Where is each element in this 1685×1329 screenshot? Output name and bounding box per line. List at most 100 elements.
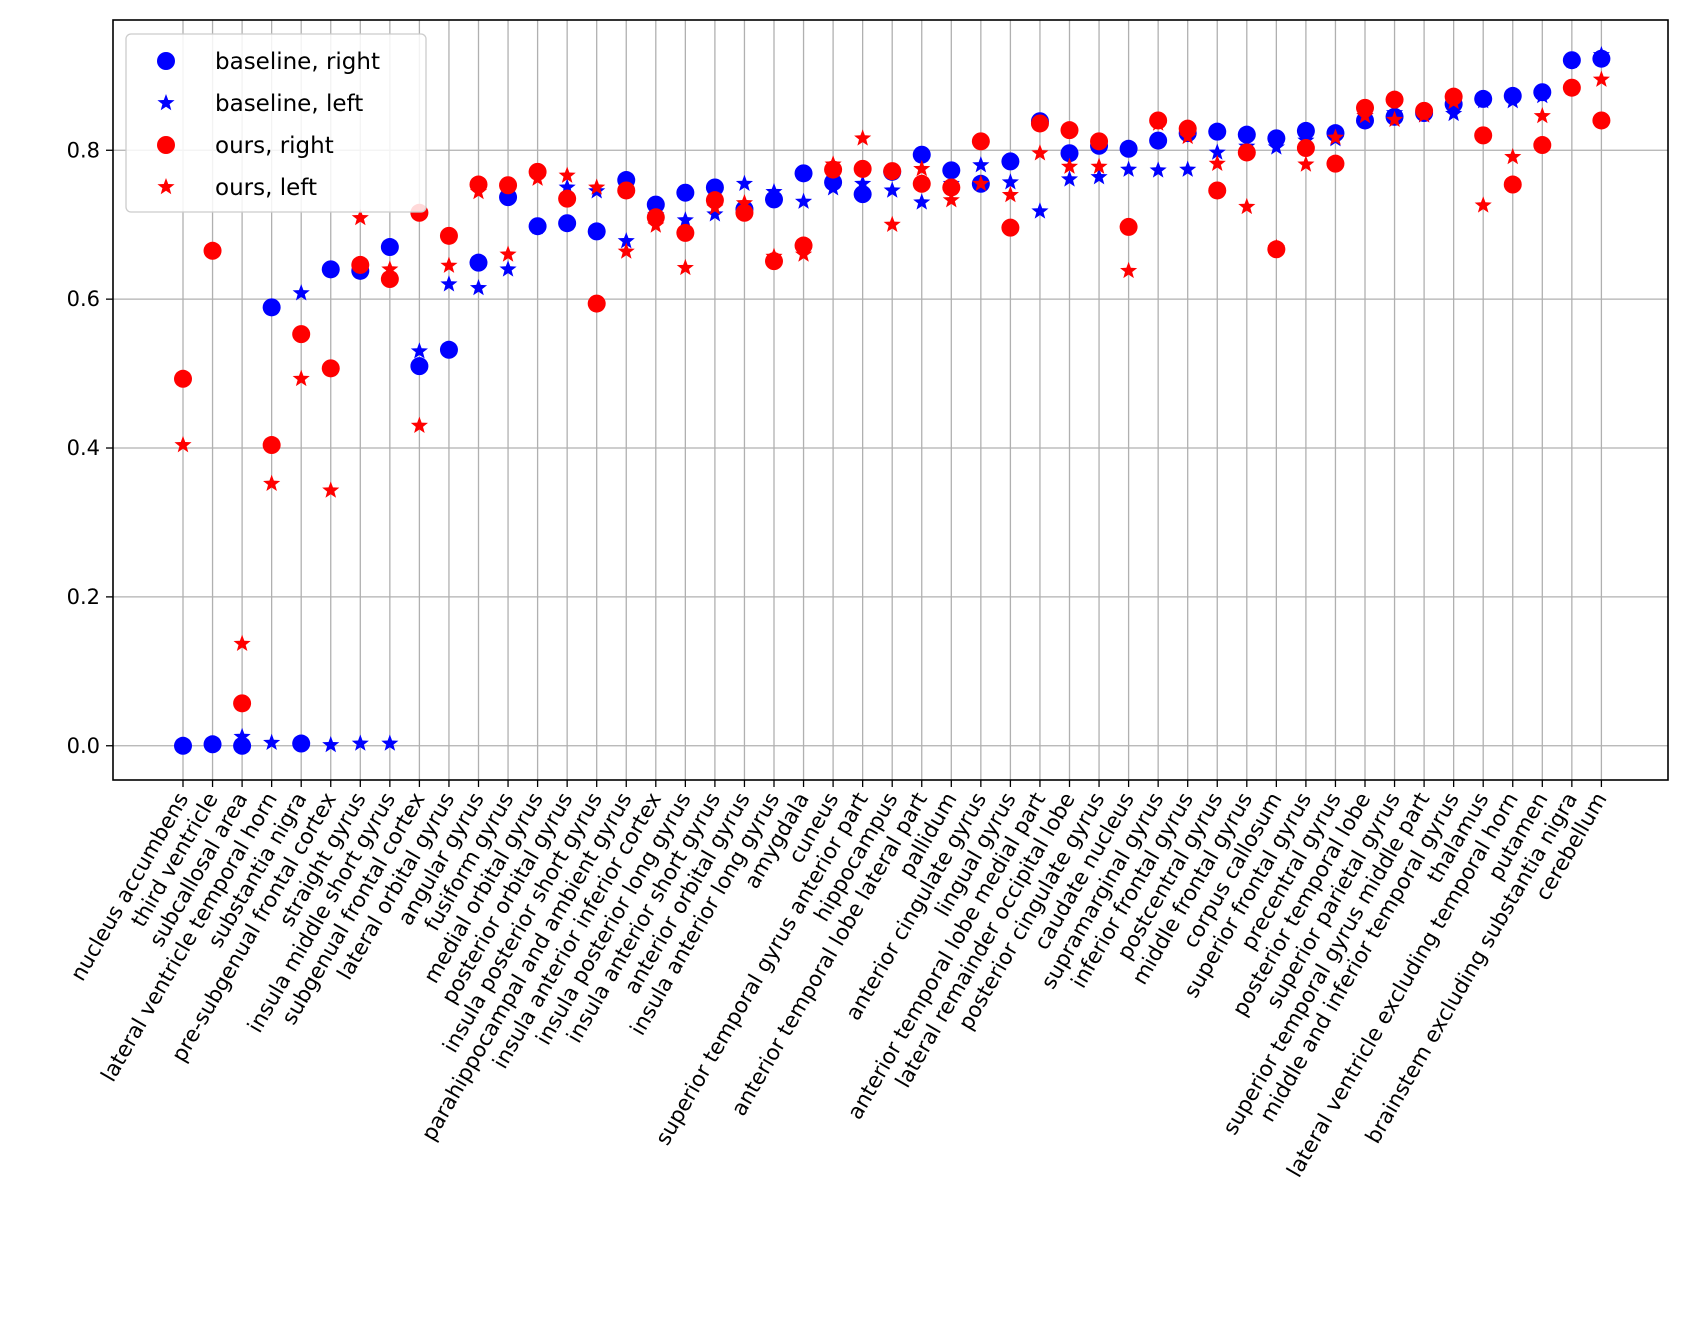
- data-point: [1385, 90, 1404, 109]
- data-point: [1445, 104, 1463, 122]
- data-point: [558, 178, 576, 195]
- data-point: [676, 223, 695, 242]
- data-point: [262, 436, 281, 455]
- data-point: [499, 245, 517, 262]
- data-point: [617, 181, 636, 200]
- data-point: [203, 735, 222, 752]
- data-point: [1237, 143, 1256, 162]
- data-point: [1001, 218, 1020, 237]
- legend-label: ours, left: [215, 175, 317, 201]
- data-point: [1179, 160, 1197, 177]
- data-point: [1296, 139, 1315, 158]
- data-point: [1326, 128, 1345, 145]
- y-axis: 0.0 0.2 0.4 0.6 0.8: [67, 138, 113, 758]
- data-point: [469, 278, 488, 296]
- data-point: [292, 369, 310, 387]
- data-point: [706, 205, 724, 222]
- legend-label: baseline, left: [215, 91, 363, 117]
- data-point: [292, 325, 311, 344]
- data-point: [1474, 126, 1493, 145]
- series-ours-left: [174, 70, 1610, 652]
- data-point: [913, 193, 931, 210]
- data-point: [1563, 51, 1581, 69]
- legend-marker: [157, 52, 175, 70]
- data-point: [558, 166, 576, 183]
- data-point: [1474, 196, 1492, 213]
- data-point: [676, 258, 694, 276]
- data-point: [735, 194, 754, 211]
- data-point: [263, 733, 281, 751]
- data-point: [1060, 157, 1079, 174]
- data-point: [529, 169, 547, 186]
- data-point: [381, 260, 399, 277]
- data-point: [1533, 86, 1551, 104]
- data-point: [972, 156, 990, 173]
- data-point: [1090, 157, 1108, 174]
- data-point: [410, 342, 428, 359]
- y-tick-label: 0.0: [67, 734, 100, 758]
- legend-label: baseline, right: [215, 49, 380, 75]
- data-point: [587, 294, 606, 313]
- data-point: [1060, 144, 1079, 163]
- data-point: [1238, 197, 1256, 215]
- legend-box: [125, 33, 427, 213]
- data-point: [174, 736, 192, 754]
- data-point: [322, 736, 340, 753]
- data-point: [1031, 202, 1049, 219]
- data-point: [1090, 132, 1109, 151]
- data-point: [765, 182, 783, 200]
- data-point: [1149, 114, 1167, 131]
- data-point: [1030, 114, 1049, 133]
- data-point: [587, 222, 606, 241]
- data-point: [233, 634, 251, 652]
- data-point: [1592, 70, 1610, 87]
- data-point: [499, 176, 518, 195]
- data-point: [853, 159, 872, 178]
- data-point: [883, 162, 902, 181]
- data-point: [381, 734, 399, 751]
- data-point: [1533, 136, 1552, 155]
- data-point: [558, 214, 577, 233]
- data-point: [174, 436, 192, 453]
- data-point: [912, 174, 931, 193]
- data-point: [499, 260, 517, 277]
- data-point: [824, 179, 842, 196]
- data-point: [1060, 170, 1079, 187]
- data-point: [853, 185, 872, 204]
- data-point: [469, 182, 488, 200]
- data-point: [1592, 111, 1611, 130]
- data-point: [942, 178, 961, 197]
- data-point: [706, 198, 724, 215]
- data-point: [1356, 107, 1374, 124]
- data-point: [439, 226, 458, 245]
- data-point: [1474, 92, 1492, 109]
- data-point: [1120, 261, 1138, 279]
- data-point: [1119, 217, 1138, 236]
- y-tick-label: 0.4: [67, 436, 100, 460]
- data-point: [854, 174, 872, 192]
- data-point: [942, 161, 961, 180]
- data-point: [1267, 138, 1285, 155]
- legend-marker: [157, 178, 175, 195]
- data-point: [1208, 143, 1226, 160]
- data-point: [794, 164, 813, 183]
- data-point: [646, 195, 665, 214]
- data-point: [1208, 122, 1227, 141]
- data-point: [1001, 173, 1019, 190]
- legend-label: ours, right: [215, 133, 334, 159]
- data-point: [1504, 92, 1522, 109]
- data-point: [942, 191, 960, 208]
- data-point: [617, 242, 635, 259]
- data-point: [1149, 161, 1167, 178]
- data-point: [1208, 154, 1226, 171]
- data-points: [174, 45, 1611, 755]
- data-point: [351, 209, 369, 226]
- data-point: [263, 474, 281, 492]
- data-point: [1090, 168, 1108, 185]
- data-point: [794, 245, 813, 262]
- data-point: [1415, 106, 1433, 123]
- data-point: [351, 734, 369, 751]
- data-point: [617, 232, 635, 249]
